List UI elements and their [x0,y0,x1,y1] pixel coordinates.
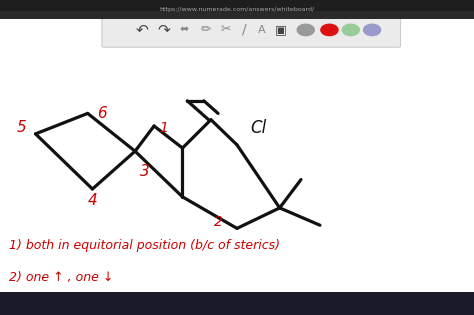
Text: ⬌: ⬌ [180,25,190,35]
Circle shape [364,24,381,36]
Text: 2) one ↑ , one ↓: 2) one ↑ , one ↓ [9,271,114,284]
Circle shape [342,24,359,36]
FancyBboxPatch shape [102,13,401,47]
Text: 6: 6 [97,106,107,121]
Text: 1: 1 [159,121,168,135]
Text: ↶: ↶ [136,22,148,37]
Text: ✏: ✏ [201,23,211,37]
Text: 4: 4 [88,192,97,208]
Text: 5: 5 [17,120,26,135]
Text: ▣: ▣ [275,23,286,37]
Text: 2: 2 [214,215,222,229]
Text: ✂: ✂ [220,23,231,37]
Text: A: A [258,25,265,35]
Text: 3: 3 [140,164,149,179]
FancyBboxPatch shape [0,0,474,19]
Text: 1) both in equitorial position (b/c of sterics): 1) both in equitorial position (b/c of s… [9,239,281,252]
Text: Cl: Cl [250,118,266,137]
Circle shape [297,24,314,36]
Text: https://www.numerade.com/answers/whiteboard/: https://www.numerade.com/answers/whitebo… [159,7,315,12]
Circle shape [321,24,338,36]
Text: /: / [242,23,246,37]
Text: ↷: ↷ [157,22,170,37]
FancyBboxPatch shape [0,292,474,315]
FancyBboxPatch shape [0,0,474,11]
